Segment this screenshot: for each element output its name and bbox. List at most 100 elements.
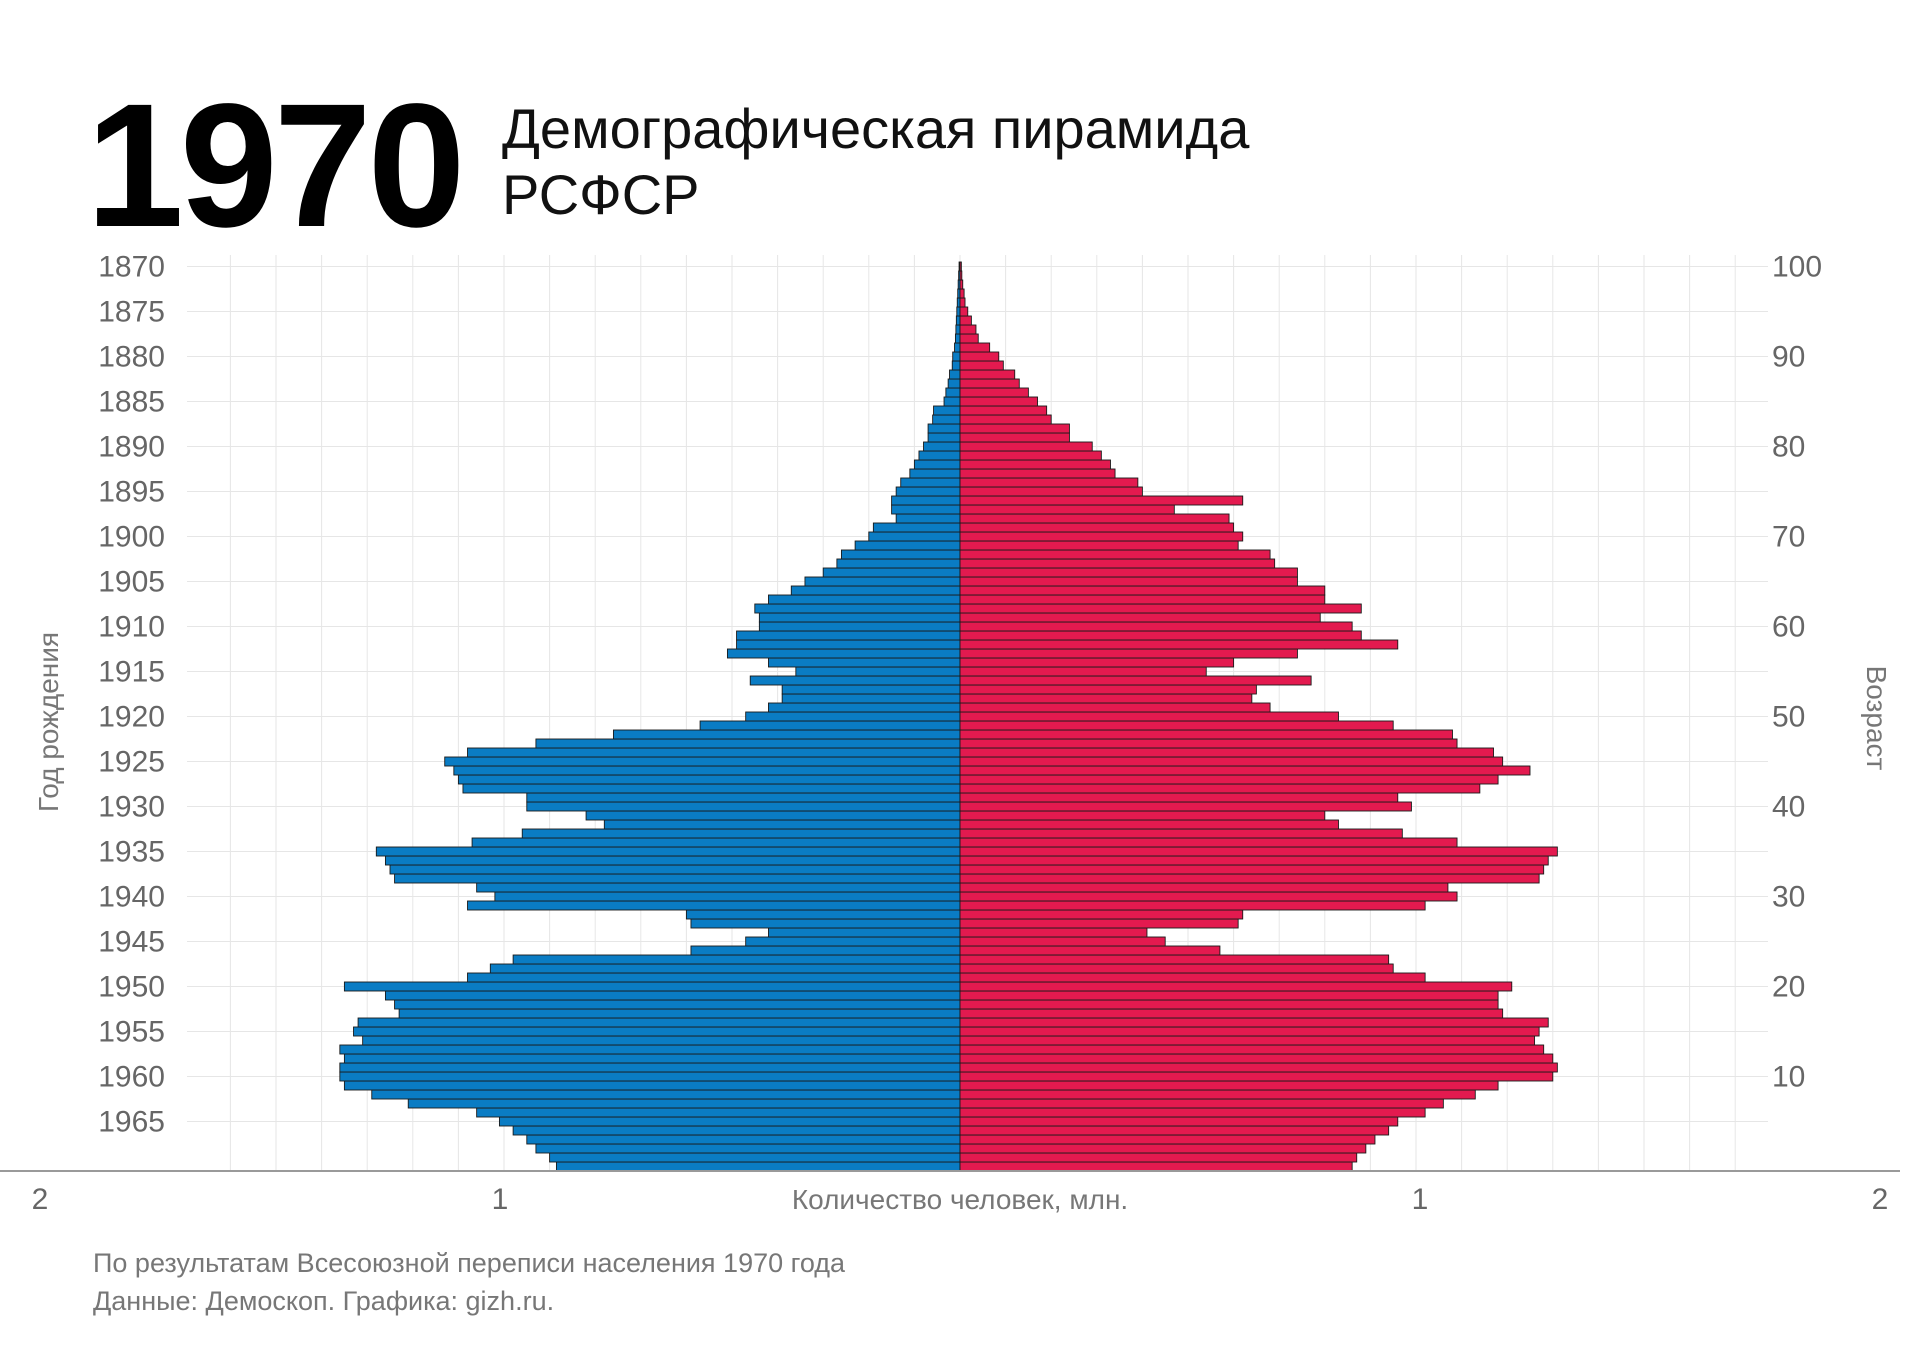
female-bar-age-80 (959, 441, 1093, 452)
female-bar-age-3 (959, 1134, 1376, 1145)
male-bar-age-82 (927, 423, 961, 434)
female-bar-age-87 (959, 378, 1020, 389)
female-bar-age-18 (959, 999, 1499, 1010)
female-bar-age-45 (959, 756, 1504, 767)
male-bar-age-67 (836, 558, 961, 569)
age-tick-label: 70 (1772, 521, 1805, 554)
male-bar-age-45 (444, 756, 961, 767)
male-bar-age-81 (927, 432, 961, 443)
male-bar-age-92 (954, 333, 961, 344)
female-bar-age-91 (959, 342, 991, 353)
male-bar-age-22 (489, 963, 961, 974)
female-bar-age-88 (959, 369, 1016, 380)
female-bar-age-49 (959, 720, 1394, 731)
male-bar-age-63 (768, 594, 961, 605)
male-bar-age-8 (371, 1089, 961, 1100)
female-bar-age-64 (959, 585, 1326, 596)
female-bar-age-51 (959, 702, 1271, 713)
birth-year-tick-label: 1930 (98, 791, 165, 824)
male-bar-age-61 (758, 612, 961, 623)
female-bar-age-40 (959, 801, 1412, 812)
male-bar-age-26 (768, 927, 961, 938)
female-bar-age-73 (959, 504, 1175, 515)
male-bar-age-35 (375, 846, 961, 857)
birth-year-tick-label: 1885 (98, 386, 165, 419)
male-bar-age-93 (955, 324, 961, 335)
female-bar-age-94 (959, 315, 972, 326)
female-bar-age-2 (959, 1143, 1367, 1154)
female-bar-age-36 (959, 837, 1458, 848)
female-bar-age-5 (959, 1116, 1399, 1127)
female-bar-age-6 (959, 1107, 1426, 1118)
male-bar-age-51 (768, 702, 961, 713)
male-bar-age-87 (947, 378, 961, 389)
male-bar-age-32 (394, 873, 961, 884)
male-bar-age-73 (891, 504, 961, 515)
year-title: 1970 (86, 68, 466, 264)
male-bar-age-52 (781, 693, 961, 704)
male-bar-age-11 (339, 1062, 961, 1073)
male-bar-age-48 (612, 729, 961, 740)
male-bar-age-4 (512, 1125, 961, 1136)
female-bar-age-23 (959, 954, 1390, 965)
female-bar-age-82 (959, 423, 1070, 434)
female-bar-age-20 (959, 981, 1513, 992)
age-tick-label: 40 (1772, 791, 1805, 824)
female-bar-age-11 (959, 1062, 1558, 1073)
age-tick-label: 90 (1772, 341, 1805, 374)
female-bar-age-17 (959, 1008, 1504, 1019)
female-bar-age-30 (959, 891, 1458, 902)
male-bar-age-95 (956, 306, 961, 317)
male-bar-age-72 (895, 513, 961, 524)
female-bar-age-83 (959, 414, 1052, 425)
age-tick-label: 60 (1772, 611, 1805, 644)
male-bar-age-20 (343, 981, 961, 992)
female-bar-age-31 (959, 882, 1449, 893)
male-bar-age-38 (603, 819, 961, 830)
female-bar-age-44 (959, 765, 1531, 776)
male-bar-age-18 (394, 999, 961, 1010)
male-bar-age-75 (895, 486, 961, 497)
female-bar-age-33 (959, 864, 1545, 875)
male-bar-age-91 (954, 342, 961, 353)
male-bar-age-31 (476, 882, 961, 893)
birth-year-tick-label: 1940 (98, 881, 165, 914)
female-bar-age-14 (959, 1035, 1536, 1046)
male-bar-age-79 (918, 450, 961, 461)
male-bar-age-17 (398, 1008, 961, 1019)
female-bar-age-67 (959, 558, 1276, 569)
male-bar-age-16 (357, 1017, 961, 1028)
male-bar-age-15 (353, 1026, 961, 1037)
female-bar-age-95 (959, 306, 969, 317)
male-bar-age-2 (535, 1143, 961, 1154)
female-bar-age-100 (959, 261, 962, 272)
male-bar-age-55 (795, 666, 961, 677)
male-bar-age-12 (343, 1053, 961, 1064)
female-bar-age-28 (959, 909, 1244, 920)
male-bar-age-90 (952, 351, 961, 362)
male-bar-age-9 (343, 1080, 961, 1091)
female-bar-age-78 (959, 459, 1111, 470)
female-bar-age-47 (959, 738, 1458, 749)
female-bar-age-65 (959, 576, 1298, 587)
age-tick-label: 80 (1772, 431, 1805, 464)
birth-year-tick-label: 1920 (98, 701, 165, 734)
female-bar-age-55 (959, 666, 1207, 677)
female-bar-age-84 (959, 405, 1048, 416)
female-bar-age-21 (959, 972, 1426, 983)
birth-year-tick-label: 1945 (98, 926, 165, 959)
female-bar-age-48 (959, 729, 1453, 740)
male-bar-age-94 (955, 315, 961, 326)
female-bar-age-58 (959, 639, 1399, 650)
x-tick-label: 1 (1412, 1183, 1429, 1216)
male-bar-age-1 (549, 1152, 961, 1163)
male-bar-age-5 (498, 1116, 961, 1127)
x-tick-label: 1 (492, 1183, 509, 1216)
female-bar-age-19 (959, 990, 1499, 1001)
male-bar-age-34 (384, 855, 961, 866)
birth-year-tick-label: 1935 (98, 836, 165, 869)
y-axis-title-right: Возраст (1861, 666, 1892, 771)
female-bar-age-27 (959, 918, 1239, 929)
male-bar-age-36 (471, 837, 961, 848)
birth-year-tick-label: 1965 (98, 1106, 165, 1139)
